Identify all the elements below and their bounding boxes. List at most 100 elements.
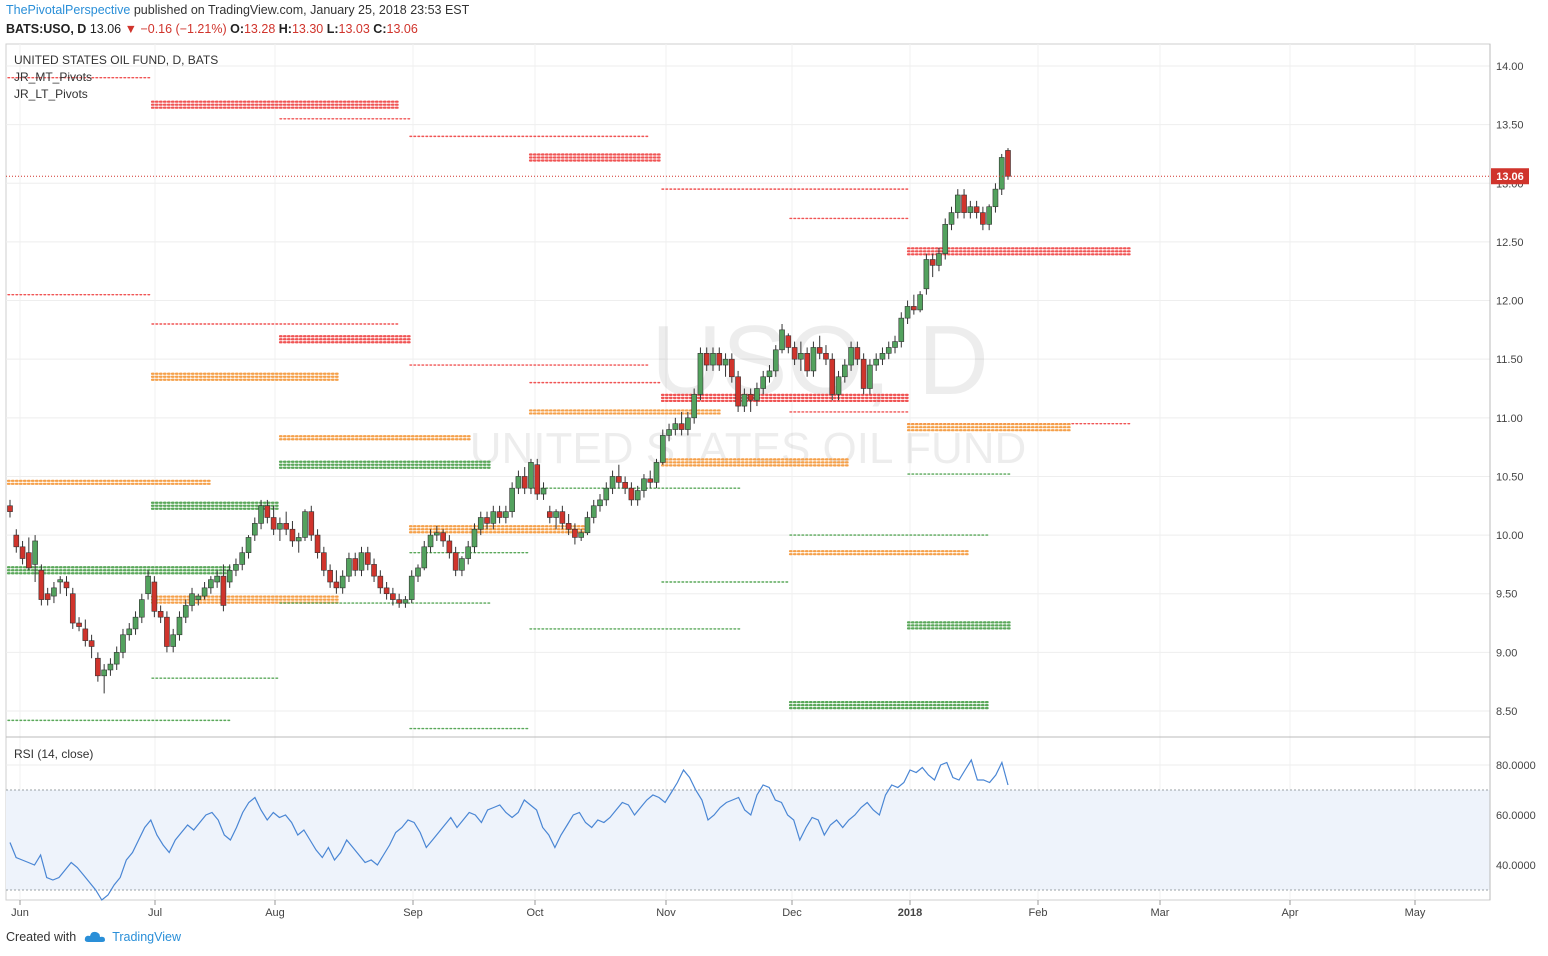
candle-body — [421, 546, 428, 569]
x-tick-label: May — [1405, 907, 1426, 919]
candle-body — [82, 628, 89, 641]
candle-body — [151, 581, 158, 612]
last-price-tag — [1491, 168, 1529, 185]
x-tick-label: Oct — [526, 907, 543, 919]
candle-body — [364, 552, 371, 565]
candle-body — [95, 657, 101, 677]
candle-body — [245, 537, 252, 553]
candle-body — [465, 546, 472, 559]
candle-body — [371, 564, 377, 577]
candle-body — [264, 505, 271, 518]
published-text: published on TradingView.com, January 25… — [130, 3, 470, 17]
candle-body — [584, 517, 591, 534]
candle-body — [51, 587, 57, 597]
last-price-tag-label: 13.06 — [1496, 171, 1524, 183]
author-link[interactable]: ThePivotalPerspective — [6, 3, 131, 17]
candle-body — [13, 534, 20, 548]
candle-body — [904, 306, 911, 319]
candle-body — [622, 482, 628, 489]
candle-body — [113, 652, 120, 665]
candle-body — [967, 206, 974, 213]
candle-body — [477, 517, 484, 530]
publish-info: ThePivotalPerspective published on Tradi… — [6, 3, 469, 17]
candle-body — [816, 347, 823, 354]
candle-body — [139, 599, 145, 618]
candle-body — [157, 611, 164, 618]
candle-body — [829, 358, 836, 395]
candle-body — [666, 429, 672, 436]
x-tick-label: Sep — [403, 907, 423, 919]
candle-body — [490, 511, 497, 524]
candle-body — [120, 634, 126, 653]
candle-body — [772, 349, 779, 372]
candle-body — [220, 575, 227, 606]
candle-body — [126, 628, 133, 636]
candle-body — [616, 476, 622, 483]
candle-body — [440, 532, 446, 542]
candle-body — [986, 206, 992, 225]
price-tick-label: 10.50 — [1496, 471, 1524, 483]
candle-body — [182, 605, 189, 618]
x-tick-label: Feb — [1029, 907, 1048, 919]
candle-body — [208, 579, 214, 589]
candle-body — [339, 575, 346, 589]
candle-body — [233, 564, 239, 571]
x-tick-label: Aug — [265, 907, 285, 919]
candle-body — [892, 341, 898, 348]
candle-body — [785, 335, 792, 348]
candle-body — [848, 347, 854, 366]
price-tick-label: 12.50 — [1496, 237, 1524, 249]
candle-body — [597, 499, 603, 507]
candle-body — [559, 511, 566, 524]
candle-body — [176, 616, 183, 636]
pivot-levels — [6, 77, 1134, 730]
candle-body — [7, 505, 13, 512]
candle-body — [798, 353, 804, 360]
price-tick-label: 11.50 — [1496, 354, 1523, 366]
candle-body — [754, 388, 760, 401]
rsi-label[interactable]: RSI (14, close) — [14, 747, 93, 761]
candle-body — [898, 317, 905, 342]
open-label: O: — [230, 22, 244, 36]
candle-body — [842, 364, 848, 378]
candle-body — [396, 599, 402, 604]
tradingview-link[interactable]: TradingView — [112, 930, 181, 944]
candle-body — [358, 552, 365, 571]
candle-body — [653, 462, 660, 483]
created-with-text: Created with — [6, 930, 77, 944]
candle-body — [879, 353, 886, 360]
candle-body — [722, 358, 729, 366]
open-value: 13.28 — [243, 22, 276, 36]
legend-lt-pivots[interactable]: JR_LT_Pivots — [14, 87, 88, 101]
candle-body — [885, 347, 892, 354]
symbol-label: BATS:USO, D — [6, 22, 87, 36]
candle-body — [302, 511, 308, 538]
candle-body — [496, 511, 503, 518]
axes: 14.0013.5013.0012.5012.0011.5011.0010.50… — [6, 44, 1536, 919]
legend-mt-pivots[interactable]: JR_MT_Pivots — [14, 70, 92, 84]
candle-body — [484, 517, 490, 524]
candle-body — [63, 581, 70, 589]
candle-body — [716, 353, 723, 366]
price-change: −0.16 (−1.21%) — [140, 22, 227, 36]
candle-body — [189, 593, 195, 606]
high-value: 13.30 — [291, 22, 324, 36]
candle-body — [321, 552, 327, 571]
candle-body — [270, 517, 277, 530]
candle-body — [942, 224, 949, 254]
candle-body — [415, 567, 421, 577]
candle-body — [954, 194, 961, 213]
candle-body — [703, 353, 710, 366]
candle-body — [860, 358, 867, 389]
candle-body — [779, 329, 785, 351]
candle-body — [641, 478, 647, 491]
candle-body — [710, 353, 716, 366]
candle-body — [804, 353, 810, 372]
price-tick-label: 13.50 — [1496, 120, 1524, 132]
candlestick-series — [7, 148, 1011, 694]
candle-body — [835, 376, 842, 395]
candle-body — [145, 575, 151, 595]
low-value: 13.03 — [338, 22, 370, 36]
candle-body — [390, 593, 396, 600]
